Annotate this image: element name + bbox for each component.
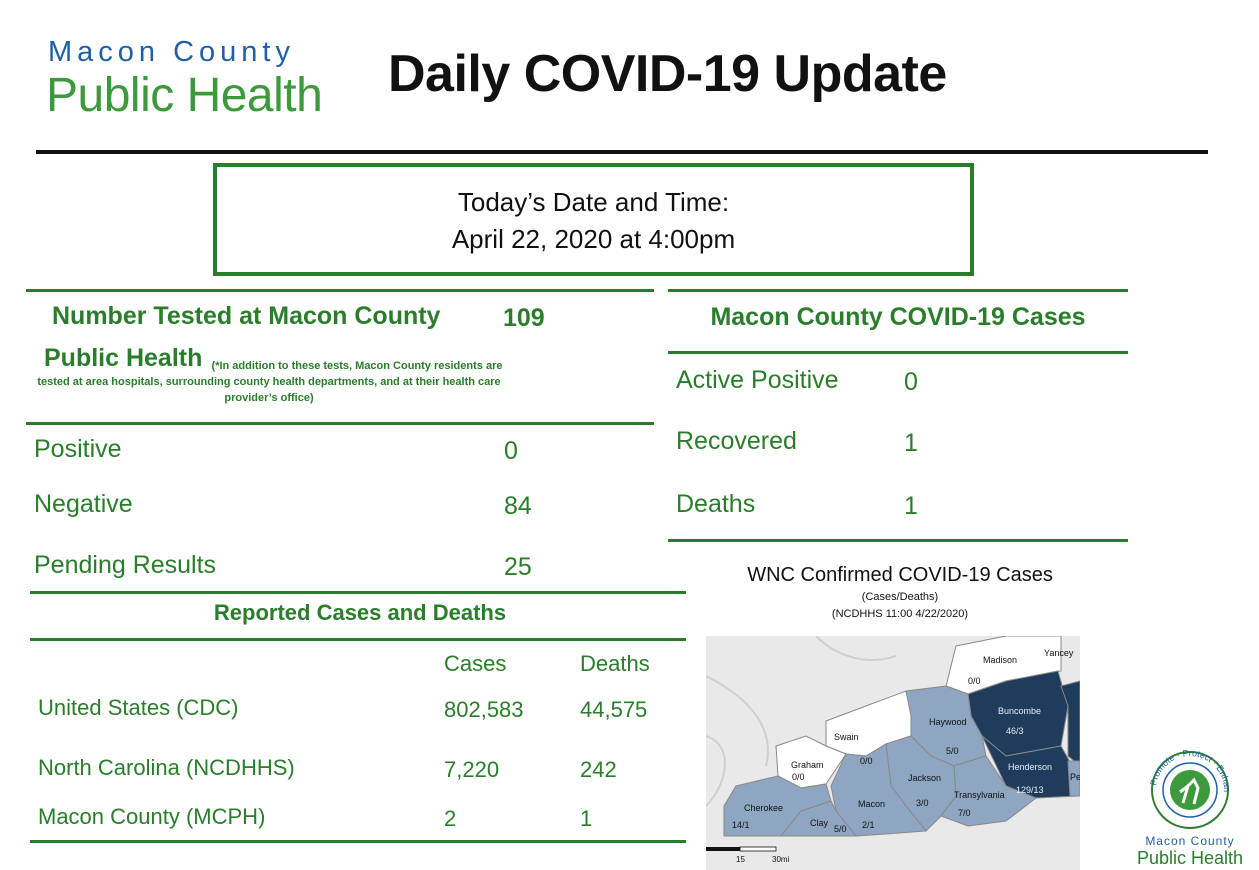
page-title: Daily COVID-19 Update xyxy=(388,45,947,103)
label-jackson: Jackson xyxy=(908,773,941,783)
divider xyxy=(30,840,686,843)
tested-note-text: (*In addition to these tests, Macon Coun… xyxy=(37,360,503,404)
value-swain: 0/0 xyxy=(860,756,873,766)
recovered-label: Recovered xyxy=(676,427,797,455)
row-cases-us: 802,583 xyxy=(444,697,524,722)
recovered-value: 1 xyxy=(904,429,918,457)
row-label-nc: North Carolina (NCDHHS) xyxy=(38,755,295,780)
deaths-label: Deaths xyxy=(676,490,756,518)
divider xyxy=(668,351,1128,354)
scale-bar-segment-2 xyxy=(739,846,777,852)
label-yancey: Yancey xyxy=(1044,648,1074,658)
label-macon: Macon xyxy=(858,799,885,809)
label-graham: Graham xyxy=(791,760,824,770)
row-label-macon: Macon County (MCPH) xyxy=(38,804,266,829)
label-madison: Madison xyxy=(983,655,1017,665)
deaths-header: Deaths xyxy=(580,651,650,676)
date-box: Today’s Date and Time: April 22, 2020 at… xyxy=(213,163,974,276)
map-title: WNC Confirmed COVID-19 Cases xyxy=(747,564,1053,586)
divider xyxy=(668,289,1128,292)
row-label-us: United States (CDC) xyxy=(38,695,239,720)
county-cases-title: Macon County COVID-19 Cases xyxy=(710,303,1086,331)
label-transylvania: Transylvania xyxy=(954,790,1005,800)
row-cases-macon: 2 xyxy=(444,806,457,831)
label-haywood: Haywood xyxy=(929,717,967,727)
tested-note: (*In addition to these tests, Macon Coun… xyxy=(34,358,504,406)
divider xyxy=(30,591,686,594)
county-macon xyxy=(830,743,927,837)
tested-title-line-2: Public Health xyxy=(44,344,202,373)
mcph-badge-logo: Promote · Protect · Enhance xyxy=(1128,748,1232,829)
label-cherokee: Cherokee xyxy=(744,803,783,813)
scale-label-30: 30mi xyxy=(772,855,790,864)
tested-title-text: Public Health xyxy=(44,344,203,372)
value-haywood: 5/0 xyxy=(946,746,959,756)
date-label: Today’s Date and Time: xyxy=(457,187,730,217)
label-henderson: Henderson xyxy=(1008,762,1052,772)
active-positive-label: Active Positive xyxy=(676,366,839,394)
scale-bar-segment-1 xyxy=(706,847,740,851)
logo-line-2: Public Health xyxy=(46,69,323,122)
tested-title-line-1: Number Tested at Macon County xyxy=(52,302,441,330)
value-transylvania: 7/0 xyxy=(958,808,971,818)
active-positive-value: 0 xyxy=(904,368,918,396)
value-buncombe: 46/3 xyxy=(1006,726,1024,736)
value-henderson: 129/13 xyxy=(1016,785,1044,795)
row-cases-nc: 7,220 xyxy=(444,757,500,782)
divider xyxy=(668,539,1128,542)
label-swain: Swain xyxy=(834,732,859,742)
cases-header: Cases xyxy=(444,651,507,676)
divider xyxy=(30,638,686,641)
label-buncombe: Buncombe xyxy=(998,706,1041,716)
reported-title: Reported Cases and Deaths xyxy=(213,600,507,625)
pending-value: 25 xyxy=(504,553,532,581)
value-macon: 2/1 xyxy=(862,820,875,830)
label-clay: Clay xyxy=(810,818,829,828)
row-deaths-macon: 1 xyxy=(580,806,593,831)
logo-line-1: Macon County xyxy=(48,36,295,68)
value-jackson: 3/0 xyxy=(916,798,929,808)
pending-label: Pending Results xyxy=(34,551,217,579)
value-graham: 0/0 xyxy=(792,772,805,782)
header-divider xyxy=(36,150,1208,154)
county-clay xyxy=(779,800,858,837)
row-deaths-nc: 242 xyxy=(580,757,617,782)
map-subtitle-1: (Cases/Deaths) xyxy=(861,591,939,603)
negative-label: Negative xyxy=(34,490,133,518)
value-madison: 0/0 xyxy=(968,676,981,686)
value-clay: 5/0 xyxy=(834,824,847,834)
wnc-county-map: Madison 0/0 Yancey Buncombe 46/3 Haywood… xyxy=(706,636,1080,870)
tested-total: 109 xyxy=(503,304,545,332)
badge-line-2: Public Health xyxy=(1136,848,1244,868)
badge-leaf xyxy=(1170,770,1210,810)
negative-value: 84 xyxy=(504,492,532,520)
map-subtitle-2: (NCDHHS 11:00 4/22/2020) xyxy=(831,608,969,620)
value-cherokee: 14/1 xyxy=(732,820,750,830)
positive-label: Positive xyxy=(34,435,122,463)
deaths-value: 1 xyxy=(904,492,918,520)
positive-value: 0 xyxy=(504,437,518,465)
scale-label-15: 15 xyxy=(736,855,745,864)
county-transylvania xyxy=(940,755,1038,827)
badge-line-1: Macon County xyxy=(1145,834,1235,848)
label-pe: Pe xyxy=(1070,772,1080,782)
badge-figures-icon xyxy=(1179,777,1200,805)
date-value: April 22, 2020 at 4:00pm xyxy=(451,224,736,254)
divider xyxy=(26,422,654,425)
divider xyxy=(26,289,654,292)
row-deaths-us: 44,575 xyxy=(580,697,648,722)
county-polk xyxy=(1067,760,1080,797)
